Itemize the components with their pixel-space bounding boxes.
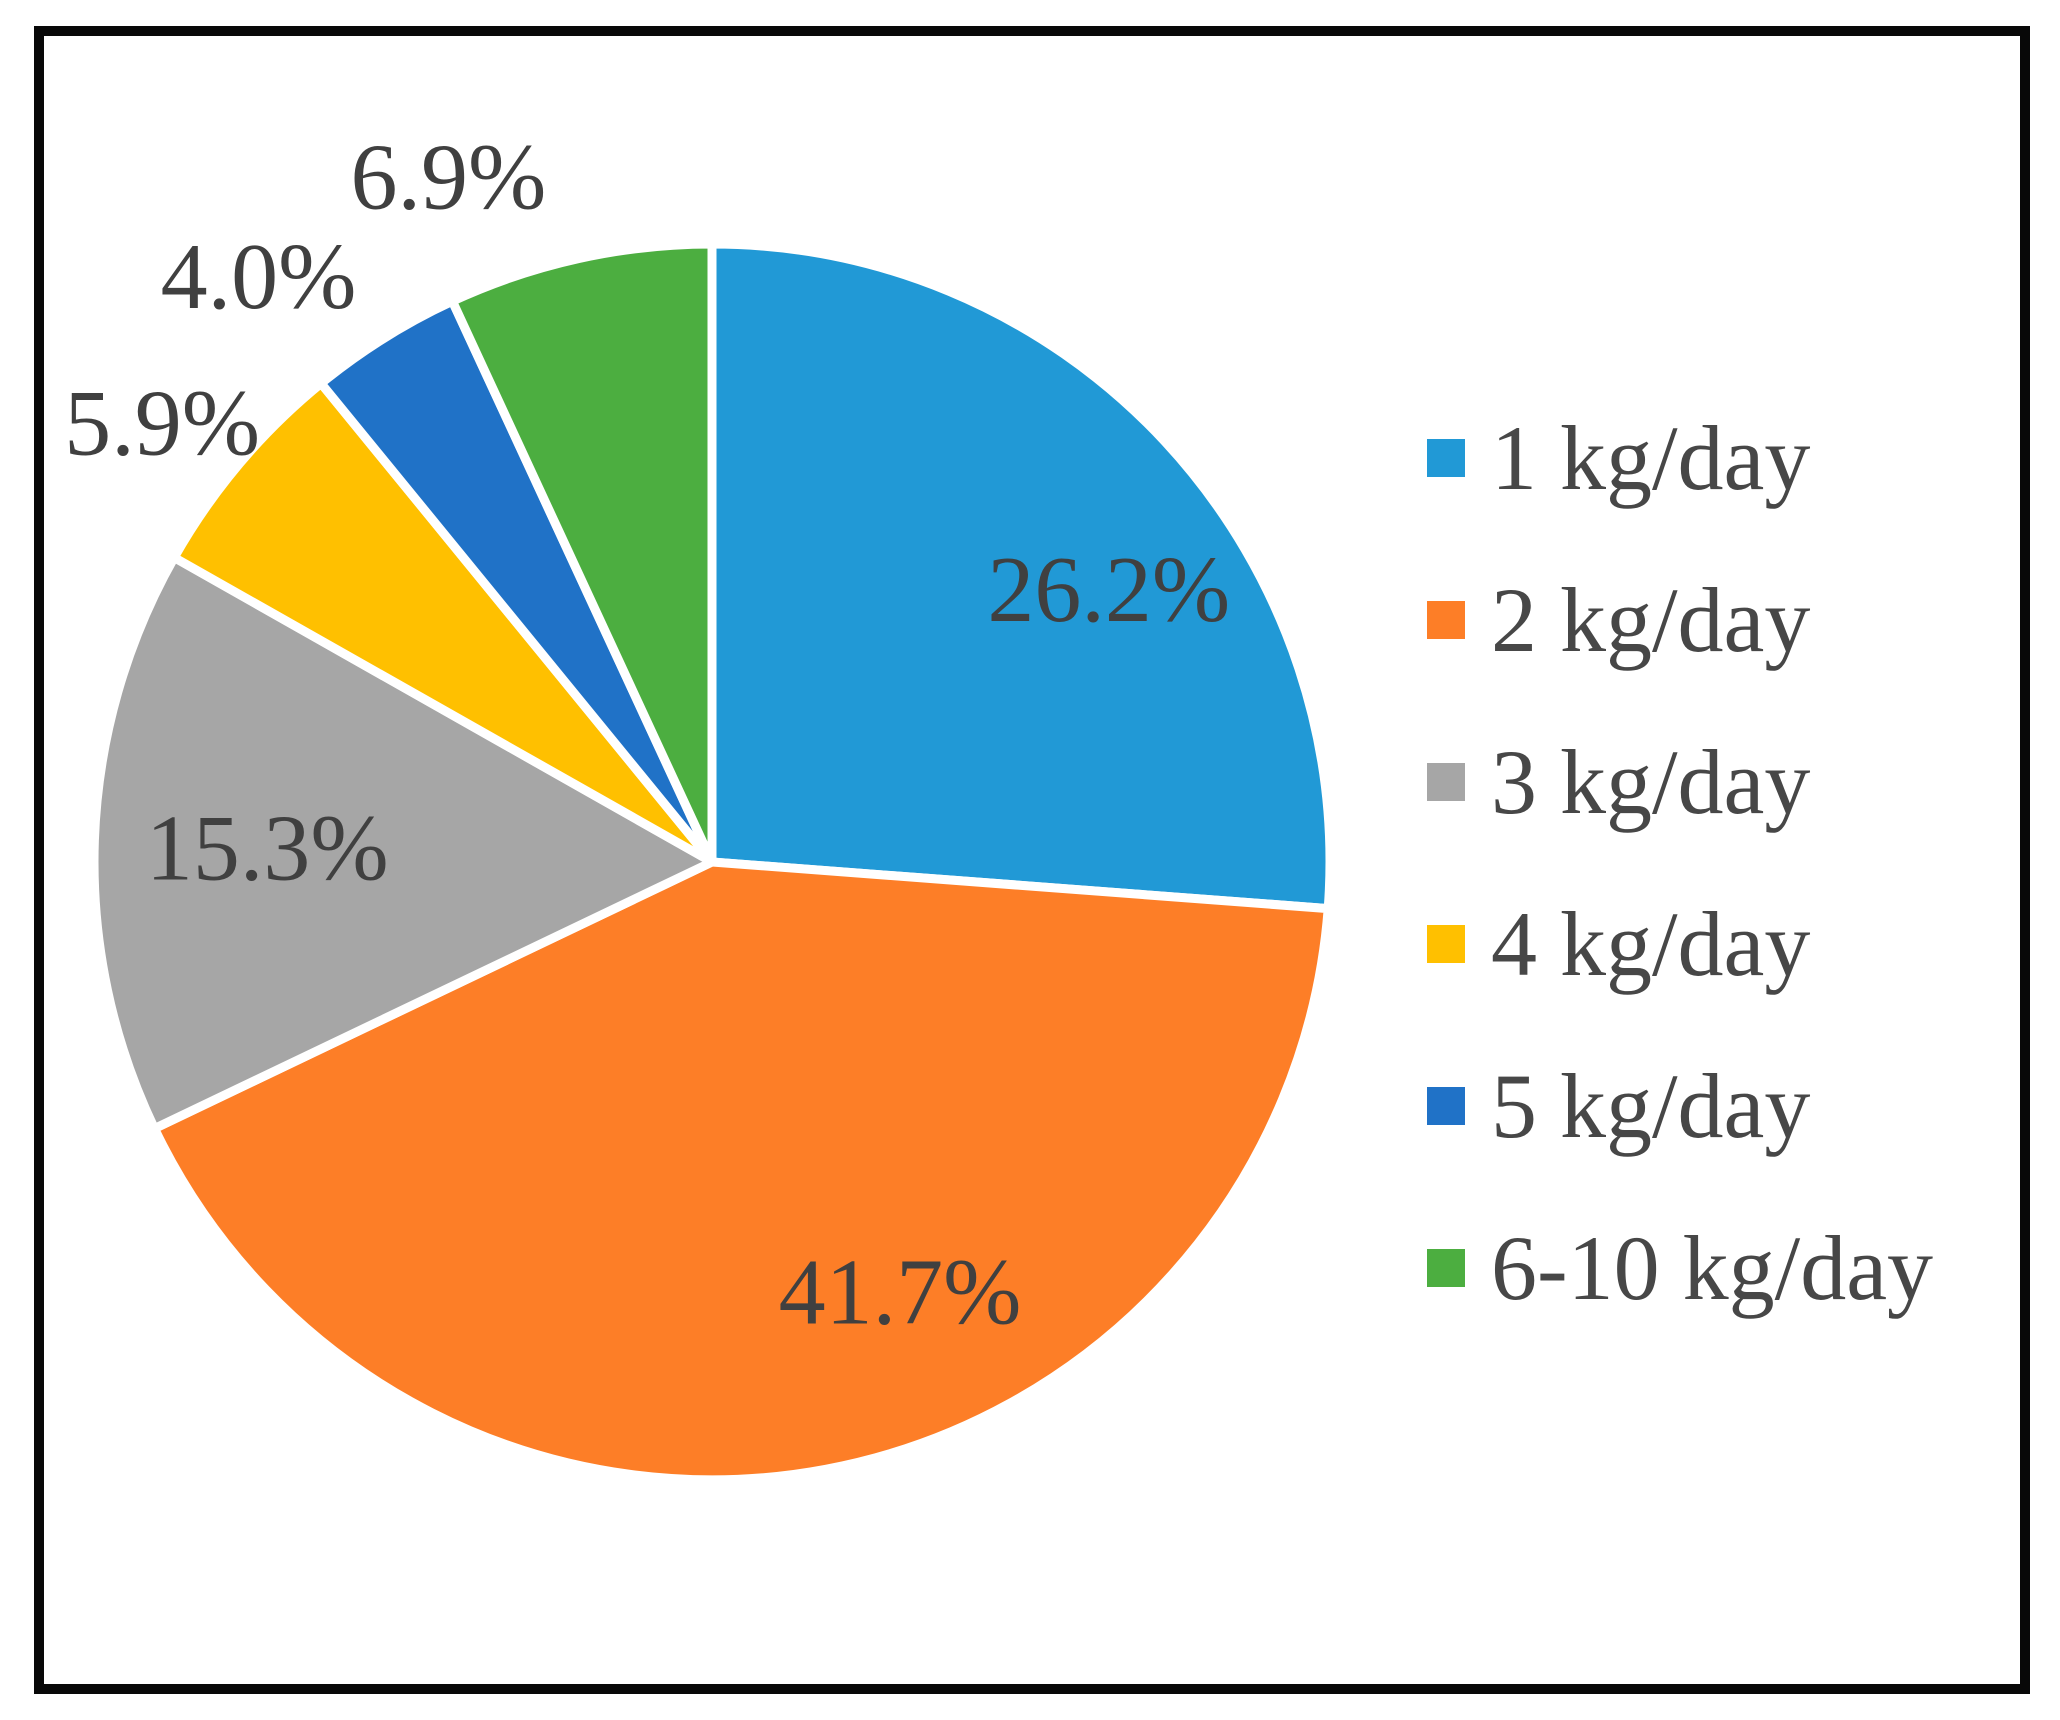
legend-label: 1 kg/day xyxy=(1491,407,1811,509)
pie-slice-4-kg-day xyxy=(169,378,717,867)
legend-item-4-kg-day: 4 kg/day xyxy=(1427,863,1933,1025)
legend-item-2-kg-day: 2 kg/day xyxy=(1427,539,1933,701)
legend-item-1-kg-day: 1 kg/day xyxy=(1427,377,1933,539)
legend-label: 3 kg/day xyxy=(1491,731,1811,833)
legend-item-3-kg-day: 3 kg/day xyxy=(1427,701,1933,863)
data-label-1-kg-day: 26.2% xyxy=(987,538,1230,642)
pie-slice-3-kg-day xyxy=(89,553,717,1134)
pie-slice-1-kg-day xyxy=(707,239,1335,914)
data-label-3-kg-day: 15.3% xyxy=(146,796,389,900)
pie-slice-2-kg-day xyxy=(150,857,1333,1485)
data-label-5-kg-day: 4.0% xyxy=(161,225,357,329)
legend-label: 5 kg/day xyxy=(1491,1055,1811,1157)
legend-item-5-kg-day: 5 kg/day xyxy=(1427,1025,1933,1187)
data-label-4-kg-day: 5.9% xyxy=(64,371,260,475)
legend-swatch-icon xyxy=(1427,1249,1465,1287)
legend-label: 2 kg/day xyxy=(1491,569,1811,671)
legend-swatch-icon xyxy=(1427,601,1465,639)
legend-label: 4 kg/day xyxy=(1491,893,1811,995)
legend-swatch-icon xyxy=(1427,1087,1465,1125)
legend-swatch-icon xyxy=(1427,439,1465,477)
chart-legend: 1 kg/day 2 kg/day 3 kg/day 4 kg/day 5 kg/day… xyxy=(1427,377,1933,1349)
data-label-6-10-kg-day: 6.9% xyxy=(350,125,546,229)
legend-swatch-icon xyxy=(1427,763,1465,801)
legend-swatch-icon xyxy=(1427,925,1465,963)
data-label-2-kg-day: 41.7% xyxy=(779,1240,1022,1344)
pie-slice-6-10-kg-day xyxy=(447,239,717,867)
legend-label: 6-10 kg/day xyxy=(1491,1217,1934,1319)
legend-item-6-10-kg-day: 6-10 kg/day xyxy=(1427,1187,1933,1349)
